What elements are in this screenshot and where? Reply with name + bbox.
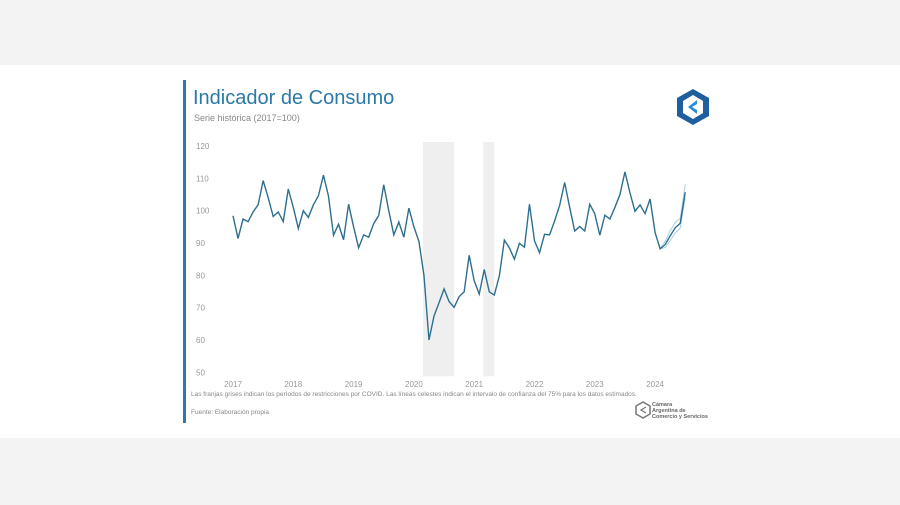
page-subtitle: Serie histórica (2017=100) <box>194 113 300 123</box>
x-tick-label: 2024 <box>646 380 664 389</box>
x-tick-label: 2019 <box>345 380 363 389</box>
covid-shade <box>422 142 455 377</box>
y-tick-label: 100 <box>196 207 210 216</box>
x-tick-label: 2017 <box>224 380 242 389</box>
chart-note: Las franjas grises indican los períodos … <box>191 391 637 398</box>
brand-name: Cámara Argentina de Comercio y Servicios <box>652 402 708 420</box>
x-tick-label: 2020 <box>405 380 423 389</box>
confidence-upper-line <box>659 184 686 250</box>
covid-shade <box>483 142 495 377</box>
series-line <box>232 171 686 341</box>
y-tick-label: 80 <box>196 271 205 280</box>
y-tick-label: 50 <box>196 368 205 377</box>
x-tick-label: 2023 <box>586 380 604 389</box>
y-tick-label: 90 <box>196 239 205 248</box>
page-title: Indicador de Consumo <box>193 87 395 109</box>
y-tick-label: 120 <box>196 142 210 151</box>
source-note: Fuente: Elaboración propia <box>191 409 270 416</box>
brand-line: Cámara <box>652 402 673 408</box>
brand-line: Comercio y Servicios <box>652 414 708 420</box>
brand-line: Argentina de <box>652 408 686 414</box>
logo <box>677 89 709 125</box>
accent-bar <box>183 80 186 423</box>
y-tick-label: 60 <box>196 336 205 345</box>
brand-logo-icon <box>635 401 651 419</box>
confidence-lower-line <box>660 197 686 250</box>
y-tick-label: 110 <box>196 174 209 183</box>
x-tick-label: 2018 <box>284 380 302 389</box>
x-tick-label: 2022 <box>526 380 544 389</box>
x-tick-label: 2021 <box>465 380 483 389</box>
y-tick-label: 70 <box>196 304 205 313</box>
